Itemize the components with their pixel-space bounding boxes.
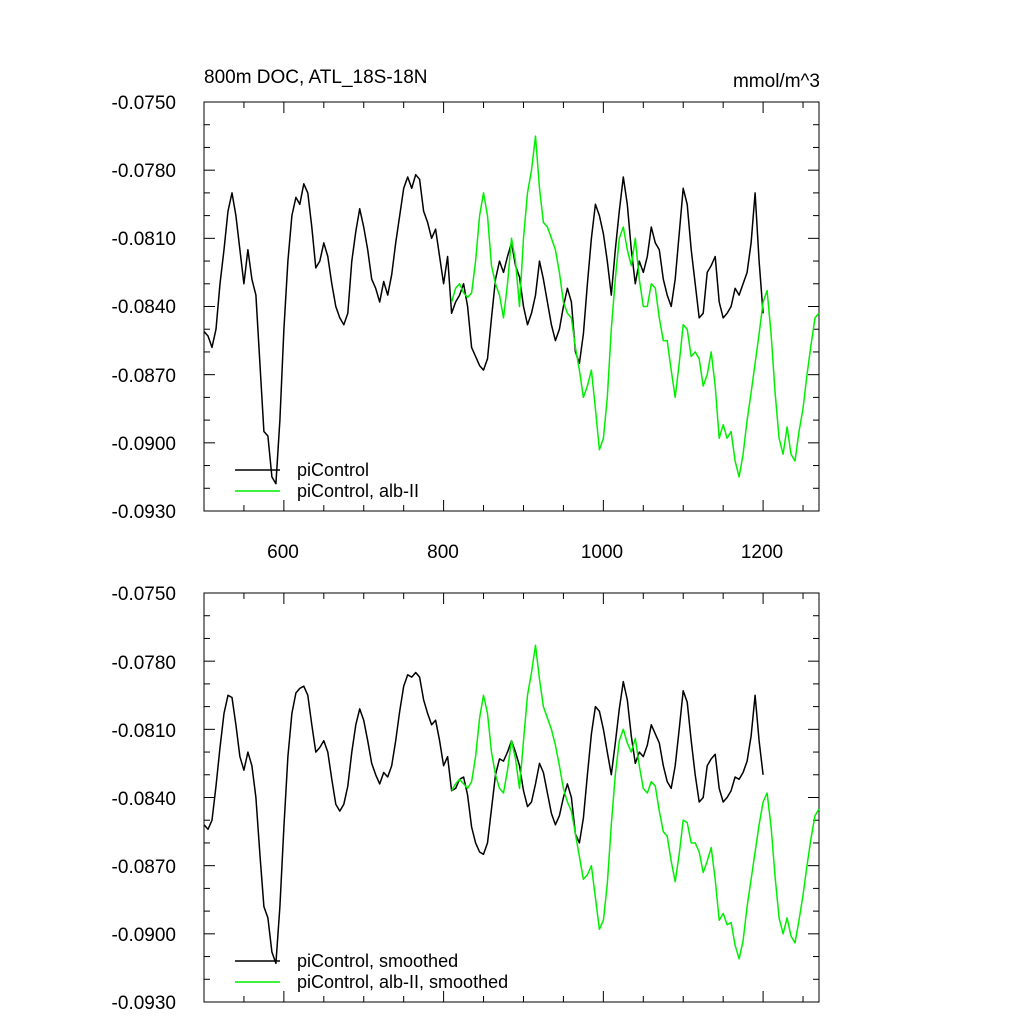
- legend-label: piControl, smoothed: [297, 951, 458, 971]
- x-tick-label: 1000: [581, 542, 623, 563]
- series-line-picontrol: [203, 173, 764, 485]
- y-tick-label: -0.0840: [112, 789, 176, 810]
- legend: piControl piControl, alb-II: [235, 460, 419, 501]
- series-lines: [203, 644, 820, 965]
- legend-label: piControl, alb-II: [297, 481, 419, 501]
- x-axis: 600 800 1000 1200: [267, 542, 783, 563]
- y-axis-left: -0.0750 -0.0780 -0.0810 -0.0840 -0.0870 …: [112, 584, 176, 1014]
- y-tick-label: -0.0900: [112, 925, 176, 946]
- y-tick-label: -0.0840: [112, 297, 176, 318]
- y-axis-left: -0.0750 -0.0780 -0.0810 -0.0840 -0.0870 …: [112, 93, 176, 523]
- y-tick-label: -0.0750: [112, 93, 176, 114]
- plot-frame: [203, 101, 820, 512]
- x-tick-label: 600: [267, 542, 299, 563]
- legend: piControl, smoothed piControl, alb-II, s…: [235, 951, 508, 992]
- y-tick-label: -0.0810: [112, 721, 176, 742]
- legend-label: piControl: [297, 460, 369, 480]
- y-tick-label: -0.0930: [112, 993, 176, 1014]
- axis-ticks: [204, 101, 819, 512]
- y-tick-label: -0.0750: [112, 584, 176, 605]
- y-tick-label: -0.0900: [112, 434, 176, 455]
- y-tick-label: -0.0930: [112, 502, 176, 523]
- series-line-picontrol: [203, 671, 764, 965]
- y-tick-label: -0.0870: [112, 857, 176, 878]
- y-tick-label: -0.0780: [112, 161, 176, 182]
- units-label: mmol/m^3: [733, 71, 820, 92]
- bottom-chart-panel: -0.0750 -0.0780 -0.0810 -0.0840 -0.0870 …: [112, 584, 820, 1014]
- y-tick-label: -0.0780: [112, 653, 176, 674]
- series-line-alb-ii: [450, 135, 820, 478]
- y-tick-label: -0.0870: [112, 366, 176, 387]
- series-line-alb-ii: [450, 644, 820, 960]
- chart-title: 800m DOC, ATL_18S-18N: [204, 67, 428, 88]
- series-lines: [203, 135, 820, 485]
- top-chart-panel: 800m DOC, ATL_18S-18N mmol/m^3 -0.0750 -…: [112, 67, 820, 563]
- x-tick-label: 800: [427, 542, 459, 563]
- x-tick-label: 1200: [741, 542, 783, 563]
- legend-label: piControl, alb-II, smoothed: [297, 972, 508, 992]
- y-tick-label: -0.0810: [112, 229, 176, 250]
